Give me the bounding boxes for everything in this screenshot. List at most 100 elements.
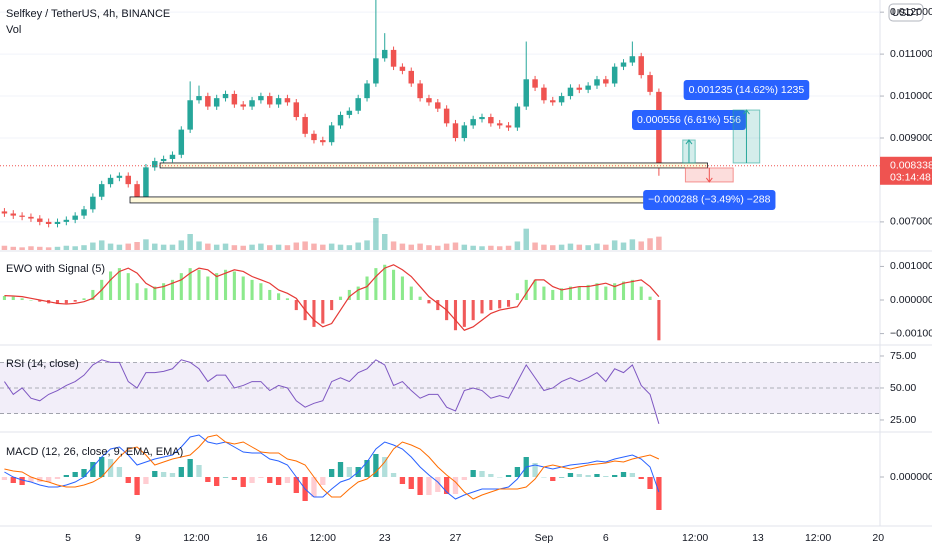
macd-histogram-bar <box>408 477 414 489</box>
candle-body <box>19 215 25 217</box>
ewo-bar <box>215 273 219 301</box>
candle-body <box>267 96 273 105</box>
volume-bar <box>267 245 273 250</box>
candle-body <box>196 96 202 101</box>
ewo-bar <box>374 268 378 301</box>
ewo-bar <box>135 283 139 301</box>
x-tick-label: 13 <box>752 532 764 544</box>
volume-bar <box>72 246 78 250</box>
ewo-bar <box>453 300 458 331</box>
candle-body <box>532 79 538 88</box>
ewo-bar <box>621 281 626 301</box>
macd-histogram-bar <box>320 477 326 485</box>
candle-body <box>514 106 521 128</box>
macd-histogram-bar <box>258 477 264 478</box>
candle-body <box>461 125 468 139</box>
macd-title: MACD (12, 26, close, 9, EMA, EMA) <box>6 446 183 458</box>
ewo-bar <box>179 273 183 301</box>
candle-body <box>496 123 503 126</box>
ewo-bar <box>471 300 475 321</box>
measure-arrowhead <box>705 177 713 183</box>
candle-body <box>125 175 131 185</box>
macd-histogram-bar <box>19 477 25 485</box>
ewo-bar <box>489 300 493 311</box>
ewo-bar <box>560 288 564 301</box>
macd-histogram-bar <box>214 477 220 486</box>
ewo-bar <box>330 300 334 311</box>
candle-body <box>505 125 512 128</box>
macd-histogram-bar <box>620 472 627 477</box>
volume-bar <box>550 245 556 250</box>
ewo-bar <box>551 289 555 301</box>
macd-histogram-bar <box>505 475 512 477</box>
ewo-bar <box>82 298 86 301</box>
measure-label-box <box>632 110 746 131</box>
ewo-bar <box>109 271 113 301</box>
ewo-bar <box>356 286 360 301</box>
candle-body <box>567 87 574 97</box>
volume-bar <box>656 236 662 250</box>
volume-bar <box>355 242 361 250</box>
candle-body <box>470 119 476 126</box>
candle-body <box>1 211 8 214</box>
volume-bar <box>125 243 131 250</box>
volume-bar <box>320 244 326 250</box>
macd-histogram-bar <box>311 477 317 497</box>
ewo-bar <box>321 300 325 324</box>
volume-bar <box>45 247 52 250</box>
x-tick-label: 9 <box>135 532 141 544</box>
candle-body <box>594 79 600 86</box>
candle-body <box>90 196 96 210</box>
y-tick-label: 0.000000 <box>890 471 932 483</box>
ewo-bar <box>153 286 157 301</box>
ewo-bar <box>338 296 343 301</box>
last-price-label: 0.008338 <box>890 160 932 172</box>
volume-bar <box>452 242 459 250</box>
candle-body <box>355 98 361 111</box>
y-tick-label: 25.00 <box>890 414 916 426</box>
macd-histogram-bar <box>249 477 255 483</box>
macd-histogram-bar <box>541 477 547 478</box>
volume-bar <box>10 246 17 250</box>
candle-body <box>452 123 459 139</box>
candle-body <box>284 98 291 103</box>
volume-bar <box>37 246 43 250</box>
y-tick-label: 75.00 <box>890 350 916 362</box>
macd-histogram-bar <box>284 477 291 483</box>
volume-bar <box>585 245 591 250</box>
macd-histogram-bar <box>107 459 114 477</box>
ewo-bar <box>232 271 236 301</box>
candle-body <box>381 49 388 59</box>
candle-body <box>629 56 636 63</box>
candle-body <box>603 79 609 84</box>
candle-body <box>63 219 70 222</box>
macd-histogram-bar <box>629 473 636 477</box>
macd-histogram-bar <box>346 467 352 477</box>
candle-body <box>293 102 300 118</box>
ewo-bar <box>586 284 590 301</box>
macd-histogram-bar <box>461 477 467 480</box>
ewo-bar <box>29 300 33 301</box>
candle-body <box>143 167 149 197</box>
macd-histogram-bar <box>293 477 299 493</box>
macd-histogram-bar <box>134 477 140 495</box>
macd-histogram-bar <box>125 477 131 483</box>
ewo-bar <box>392 269 396 301</box>
ewo-bar <box>268 289 272 301</box>
rsi-line <box>4 359 660 424</box>
candle-body <box>417 83 423 99</box>
ewo-bar <box>613 283 617 301</box>
y-tick-label: −0.001000 <box>890 327 932 339</box>
macd-histogram-bar <box>479 471 485 477</box>
y-tick-label: 0.012000 <box>890 6 932 18</box>
macd-histogram-bar <box>54 477 61 479</box>
ewo-bar <box>577 286 581 301</box>
volume-bar <box>293 242 300 250</box>
ewo-bar <box>400 276 404 301</box>
candle-body <box>37 218 43 222</box>
volume-bar <box>523 228 529 250</box>
macd-histogram-bar <box>603 476 609 477</box>
volume-bar <box>479 246 485 250</box>
